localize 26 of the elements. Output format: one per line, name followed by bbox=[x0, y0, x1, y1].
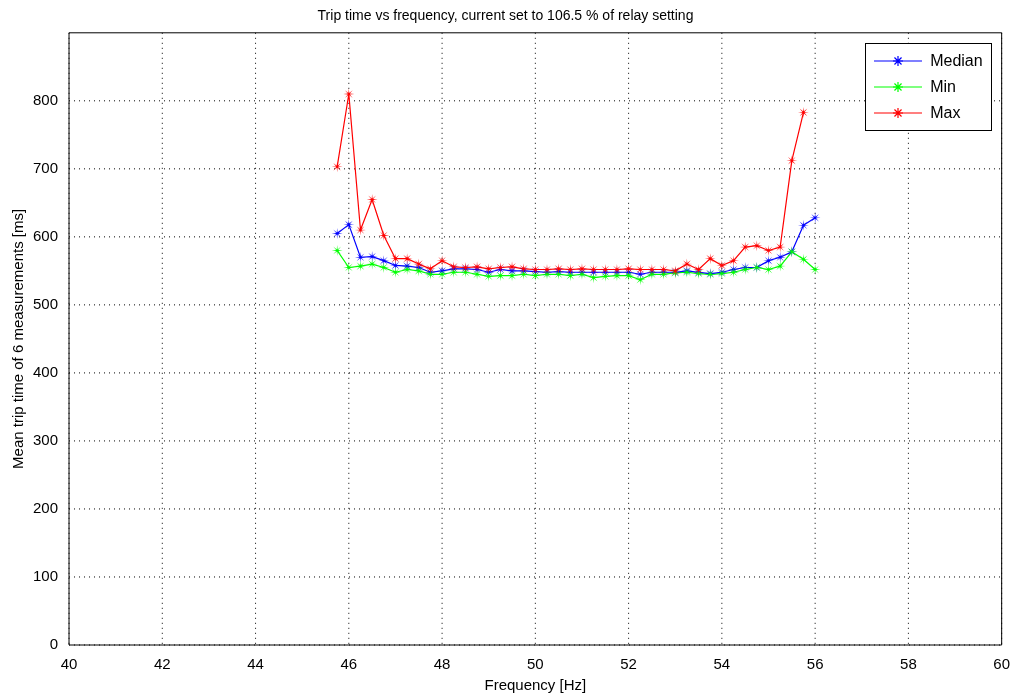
x-tick-label: 58 bbox=[900, 655, 917, 673]
x-tick-label: 40 bbox=[60, 655, 78, 673]
y-tick-label: 800 bbox=[33, 90, 59, 108]
y-axis-title: Mean trip time of 6 measurements [ms] bbox=[9, 208, 27, 469]
x-tick-label: 54 bbox=[713, 655, 731, 673]
y-tick-label: 500 bbox=[33, 295, 59, 313]
y-tick-label: 300 bbox=[33, 431, 59, 449]
x-tick-label: 60 bbox=[993, 655, 1010, 673]
chart-title: Trip time vs frequency, current set to 106.5 % of relay setting bbox=[317, 7, 694, 24]
y-tick-label: 100 bbox=[33, 567, 59, 585]
y-tick-label: 600 bbox=[33, 227, 59, 245]
x-tick-label: 46 bbox=[340, 655, 358, 673]
legend-label: Min bbox=[930, 77, 956, 96]
y-tick-label: 0 bbox=[49, 635, 59, 653]
y-tick-label: 700 bbox=[33, 158, 59, 176]
x-axis-title: Frequency [Hz] bbox=[484, 676, 587, 694]
x-tick-label: 42 bbox=[153, 655, 171, 673]
x-tick-label: 56 bbox=[806, 655, 824, 673]
y-tick-label: 200 bbox=[33, 499, 59, 517]
legend-label: Max bbox=[930, 103, 961, 122]
x-tick-label: 44 bbox=[247, 655, 264, 673]
x-tick-label: 50 bbox=[527, 655, 544, 673]
x-tick-label: 52 bbox=[620, 655, 637, 673]
x-tick-label: 48 bbox=[433, 655, 451, 673]
y-tick-label: 400 bbox=[33, 363, 59, 381]
legend-label: Median bbox=[930, 51, 983, 70]
